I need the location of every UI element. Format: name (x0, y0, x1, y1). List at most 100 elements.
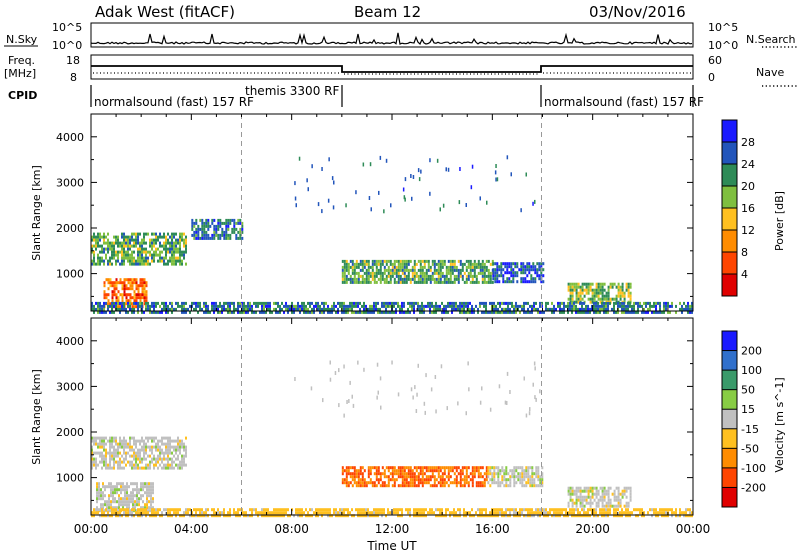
freq-tick-bottom: 8 (70, 71, 77, 84)
heatmap-cell (489, 301, 491, 305)
heatmap-cell (363, 304, 365, 308)
heatmap-cell (471, 475, 474, 479)
heatmap-cell (185, 301, 187, 305)
heatmap-cell (121, 284, 124, 288)
heatmap-cell (389, 277, 392, 281)
heatmap-cell (528, 411, 531, 416)
heatmap-cell (496, 277, 499, 281)
heatmap-cell (647, 310, 649, 314)
heatmap-cell (173, 454, 175, 458)
heatmap-cell (611, 492, 614, 496)
heatmap-cell (261, 514, 263, 518)
heatmap-cell (347, 304, 349, 308)
heatmap-cell (199, 304, 201, 308)
heatmap-cell (171, 460, 173, 464)
heatmap-cell (341, 481, 344, 485)
heatmap-cell (591, 300, 594, 304)
heatmap-cell (125, 238, 127, 242)
heatmap-cell (165, 508, 167, 512)
heatmap-cell (155, 448, 157, 452)
heatmap-cell (395, 511, 397, 515)
heatmap-cell (473, 310, 475, 314)
heatmap-cell (369, 307, 371, 311)
heatmap-cell (505, 466, 508, 470)
heatmap-cell (223, 301, 225, 305)
heatmap-cell (369, 469, 372, 473)
heatmap-cell (213, 508, 215, 512)
heatmap-cell (213, 236, 216, 240)
heatmap-cell (132, 500, 134, 504)
heatmap-cell (395, 265, 398, 269)
heatmap-cell (165, 463, 167, 467)
heatmap-cell (477, 307, 479, 311)
heatmap-cell (383, 475, 386, 479)
heatmap-cell (343, 310, 345, 314)
heatmap-cell (345, 310, 347, 314)
heatmap-cell (129, 244, 131, 248)
heatmap-cell (619, 285, 622, 289)
heatmap-cell (177, 448, 179, 452)
heatmap-cell (485, 511, 487, 515)
heatmap-cell (111, 301, 113, 305)
heatmap-cell (146, 491, 148, 495)
heatmap-cell (495, 514, 497, 518)
heatmap-cell (413, 307, 415, 311)
heatmap-cell (445, 511, 447, 515)
heatmap-cell (445, 514, 447, 518)
heatmap-cell (545, 511, 547, 515)
heatmap-cell (485, 280, 488, 284)
heatmap-cell (373, 301, 375, 305)
heatmap-cell (135, 301, 137, 305)
heatmap-cell (605, 489, 608, 493)
heatmap-cell (253, 301, 255, 305)
heatmap-cell (413, 310, 415, 314)
heatmap-cell (665, 511, 667, 515)
heatmap-cell (269, 301, 271, 305)
heatmap-cell (183, 250, 185, 254)
heatmap-cell (455, 304, 457, 308)
heatmap-cell (683, 301, 685, 305)
heatmap-cell (475, 484, 478, 488)
heatmap-cell (237, 301, 239, 305)
heatmap-cell (691, 511, 693, 515)
heatmap-cell (523, 376, 525, 381)
heatmap-cell (201, 233, 204, 237)
heatmap-cell (353, 469, 356, 473)
heatmap-cell (129, 460, 131, 464)
heatmap-cell (639, 508, 641, 512)
heatmap-cell (577, 514, 579, 518)
heatmap-cell (399, 277, 402, 281)
heatmap-cell (401, 514, 403, 518)
heatmap-cell (453, 268, 456, 272)
heatmap-cell (593, 492, 596, 496)
heatmap-cell (171, 451, 173, 455)
heatmap-cell (151, 253, 153, 257)
heatmap-cell (607, 489, 610, 493)
heatmap-cell (227, 514, 229, 518)
heatmap-cell (657, 310, 659, 314)
freq-panel-frame (90, 54, 694, 80)
heatmap-cell (111, 310, 113, 314)
heatmap-cell (123, 508, 125, 512)
heatmap-cell (649, 508, 651, 512)
heatmap-cell (129, 454, 131, 458)
heatmap-cell (605, 508, 607, 512)
heatmap-cell (201, 230, 204, 234)
heatmap-cell (126, 494, 128, 498)
heatmap-cell (395, 472, 398, 476)
heatmap-cell (519, 475, 522, 479)
heatmap-cell (150, 494, 152, 498)
heatmap-cell (121, 247, 123, 251)
heatmap-cell (167, 259, 169, 263)
heatmap-cell (129, 281, 132, 285)
heatmap-cell (135, 281, 138, 285)
heatmap-cell (383, 304, 385, 308)
heatmap-cell (531, 472, 534, 476)
heatmap-cell (209, 224, 212, 228)
heatmap-cell (113, 457, 115, 461)
heatmap-cell (145, 511, 147, 515)
heatmap-cell (217, 310, 219, 314)
heatmap-cell (141, 514, 143, 518)
heatmap-cell (189, 508, 191, 512)
heatmap-cell (423, 310, 425, 314)
